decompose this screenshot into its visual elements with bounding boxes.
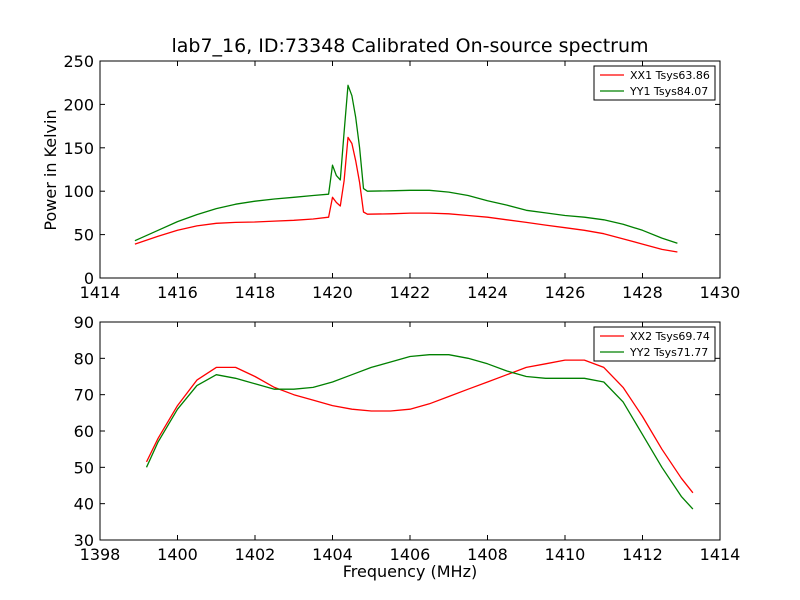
legend-label: YY1 Tsys84.07 <box>629 85 708 98</box>
legend-2: XX2 Tsys69.74 YY2 Tsys71.77 <box>593 326 716 362</box>
x-tick-label: 1418 <box>235 283 276 302</box>
y-tick-label: 40 <box>74 495 94 514</box>
legend-label: YY2 Tsys71.77 <box>629 346 708 359</box>
x-tick-label: 1398 <box>80 545 121 564</box>
y-tick-label: 50 <box>74 458 94 477</box>
y-tick-label: 0 <box>84 269 94 288</box>
y-tick-label: 60 <box>74 422 94 441</box>
legend-label: XX1 Tsys63.86 <box>630 69 710 82</box>
x-tick-label: 1410 <box>545 545 586 564</box>
legend-box <box>593 326 716 362</box>
y-tick-label: 90 <box>74 313 94 332</box>
x-tick-label: 1416 <box>157 283 198 302</box>
x-tick-label: 1402 <box>235 545 276 564</box>
x-tick-label: 1400 <box>157 545 198 564</box>
x-tick-label: 1414 <box>700 545 741 564</box>
series-line-2-2 <box>145 354 694 510</box>
y-tick-label: 150 <box>63 139 94 158</box>
legend-box <box>593 65 716 101</box>
y-tick-label: 70 <box>74 386 94 405</box>
x-tick-label: 1424 <box>467 283 508 302</box>
top-spectrum-panel: 1414 1416 1418 1420 1422 1424 1426 1428 1430 0 50 1… <box>63 52 740 302</box>
y-tick-label: 100 <box>63 182 94 201</box>
y-tick-label: 200 <box>63 95 94 114</box>
series-line-1-2 <box>134 84 678 244</box>
x-axis-label: Frequency (MHz) <box>343 562 477 581</box>
y-tick-label: 50 <box>74 226 94 245</box>
y-axis-label: Power in Kelvin <box>41 109 60 230</box>
figure-title: lab7_16, ID:73348 Calibrated On-source s… <box>171 35 648 57</box>
x-tick-label: 1406 <box>390 545 431 564</box>
y-tick-label: 250 <box>63 52 94 71</box>
x-tick-label: 1414 <box>80 283 121 302</box>
x-tick-label: 1422 <box>390 283 431 302</box>
bottom-spectrum-panel: 1398 1400 1402 1404 1406 1408 1410 1412 1414 30 40… <box>74 313 741 564</box>
x-tick-label: 1430 <box>700 283 741 302</box>
x-tick-label: 1408 <box>467 545 508 564</box>
series-line-2-1 <box>145 359 694 494</box>
y-tick-label: 80 <box>74 349 94 368</box>
series-line-1-1 <box>134 136 678 253</box>
legend-1: XX1 Tsys63.86 YY1 Tsys84.07 <box>593 65 716 101</box>
legend-label: XX2 Tsys69.74 <box>630 330 710 343</box>
x-tick-label: 1412 <box>622 545 663 564</box>
x-tick-label: 1426 <box>545 283 586 302</box>
y-tick-label: 30 <box>74 531 94 550</box>
x-tick-label: 1428 <box>622 283 663 302</box>
x-tick-label: 1404 <box>312 545 353 564</box>
x-tick-label: 1420 <box>312 283 353 302</box>
